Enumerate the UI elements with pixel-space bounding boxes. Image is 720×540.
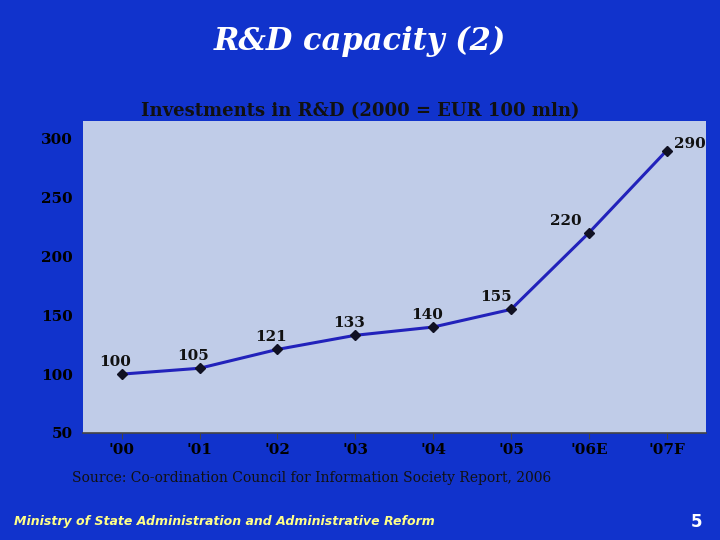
Text: 5: 5 xyxy=(690,513,702,531)
Text: 133: 133 xyxy=(333,316,365,330)
Text: 121: 121 xyxy=(255,330,287,344)
Text: Source: Co-ordination Council for Information Society Report, 2006: Source: Co-ordination Council for Inform… xyxy=(72,471,552,485)
Text: Investments in R&D (2000 = EUR 100 mln): Investments in R&D (2000 = EUR 100 mln) xyxy=(140,103,580,120)
Text: 290: 290 xyxy=(674,137,706,151)
Text: Ministry of State Administration and Administrative Reform: Ministry of State Administration and Adm… xyxy=(14,515,435,528)
Text: 155: 155 xyxy=(480,290,512,304)
Text: R&D capacity (2): R&D capacity (2) xyxy=(214,26,506,57)
Text: 100: 100 xyxy=(99,355,131,369)
Text: 220: 220 xyxy=(550,214,582,227)
Text: 105: 105 xyxy=(177,349,209,363)
Text: 140: 140 xyxy=(411,308,443,322)
